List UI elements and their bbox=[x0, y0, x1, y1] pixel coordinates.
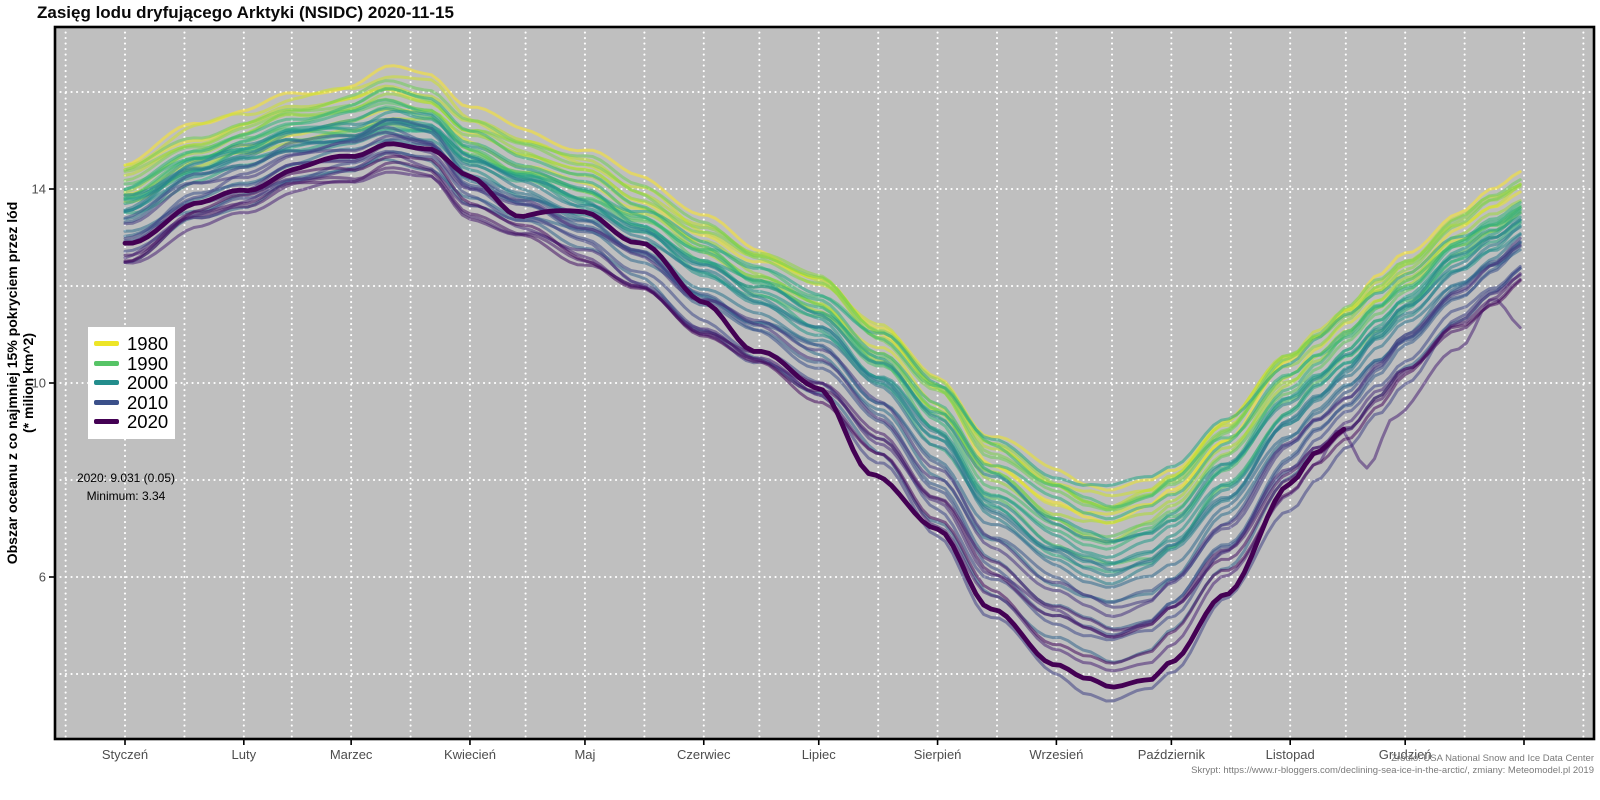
x-tick-label: Wrzesień bbox=[1029, 747, 1083, 762]
y-axis-title: Obszar oceanu z co najmniej 15% pokrycie… bbox=[4, 202, 20, 565]
legend: 1980 1990 2000 2010 2020 bbox=[88, 327, 175, 439]
legend-label: 2000 bbox=[127, 372, 169, 394]
series-line-2013 bbox=[123, 134, 1522, 609]
series-line-2019 bbox=[123, 154, 1522, 665]
annotation: 2020: 9.031 (0.05) Minimum: 3.34 bbox=[55, 469, 197, 505]
x-tick-label: Marzec bbox=[330, 747, 373, 762]
source-line: Źródło: USA National Snow and Ice Data C… bbox=[1391, 753, 1594, 764]
x-tick-label: Lipiec bbox=[802, 747, 836, 762]
y-axis-title-units: (* milion km^2) bbox=[20, 333, 36, 433]
legend-label: 2010 bbox=[127, 391, 169, 413]
series-line-2001 bbox=[123, 117, 1522, 544]
legend-entry-1990: 1990 bbox=[94, 354, 175, 374]
series-line-1988 bbox=[123, 79, 1522, 512]
series-line-2020 bbox=[122, 141, 1347, 690]
x-tick-label: Czerwiec bbox=[677, 747, 731, 762]
x-tick-label: Grudzień bbox=[1379, 747, 1432, 762]
series-line-2010 bbox=[123, 137, 1522, 637]
chart-title: Zasięg lodu dryfującego Arktyki (NSIDC) … bbox=[37, 3, 454, 22]
x-tick-label: Październik bbox=[1138, 747, 1206, 762]
series-line-1999 bbox=[123, 109, 1522, 565]
legend-label: 2020 bbox=[127, 411, 169, 433]
legend-label: 1990 bbox=[127, 352, 169, 374]
series-line-2008 bbox=[123, 117, 1522, 631]
x-tick-label: Kwiecień bbox=[444, 747, 496, 762]
legend-swatch-icon bbox=[94, 360, 119, 366]
annotation-minimum-value: Minimum: 3.34 bbox=[86, 489, 166, 503]
x-tick-label: Listopad bbox=[1266, 747, 1315, 762]
source-credit: Źródło: USA National Snow and Ice Data C… bbox=[1191, 753, 1594, 776]
legend-label: 1980 bbox=[127, 333, 169, 355]
series-line-1993 bbox=[123, 87, 1522, 551]
legend-swatch-icon bbox=[94, 399, 119, 405]
series-line-1994 bbox=[123, 98, 1522, 521]
annotation-current-value: 2020: 9.031 (0.05) bbox=[76, 471, 176, 485]
series-line-2014 bbox=[123, 142, 1522, 618]
legend-entry-2020: 2020 bbox=[94, 412, 175, 432]
legend-swatch-icon bbox=[94, 419, 119, 425]
series-lines bbox=[122, 64, 1522, 703]
y-tick-label: 10 bbox=[32, 376, 46, 391]
legend-swatch-icon bbox=[94, 380, 119, 386]
script-credit-line: Skrypt: https://www.r-bloggers.com/decli… bbox=[1191, 764, 1594, 776]
x-tick-label: Luty bbox=[232, 747, 257, 762]
x-tick-label: Maj bbox=[574, 747, 595, 762]
legend-swatch-icon bbox=[94, 341, 119, 347]
legend-entry-2010: 2010 bbox=[94, 393, 175, 413]
legend-entry-2000: 2000 bbox=[94, 373, 175, 393]
x-tick-label: Sierpień bbox=[914, 747, 962, 762]
gridlines bbox=[53, 25, 1596, 741]
legend-entry-1980: 1980 bbox=[94, 334, 175, 354]
x-tick-label: Styczeń bbox=[102, 747, 148, 762]
series-line-1998 bbox=[123, 107, 1522, 559]
y-tick-label: 6 bbox=[39, 570, 46, 585]
series-line-2017 bbox=[123, 166, 1522, 632]
axes: 14 10 6 Styczeń Luty Marzec Kwiecień Maj Czerwie… bbox=[32, 182, 1525, 762]
y-tick-label: 14 bbox=[32, 182, 46, 197]
